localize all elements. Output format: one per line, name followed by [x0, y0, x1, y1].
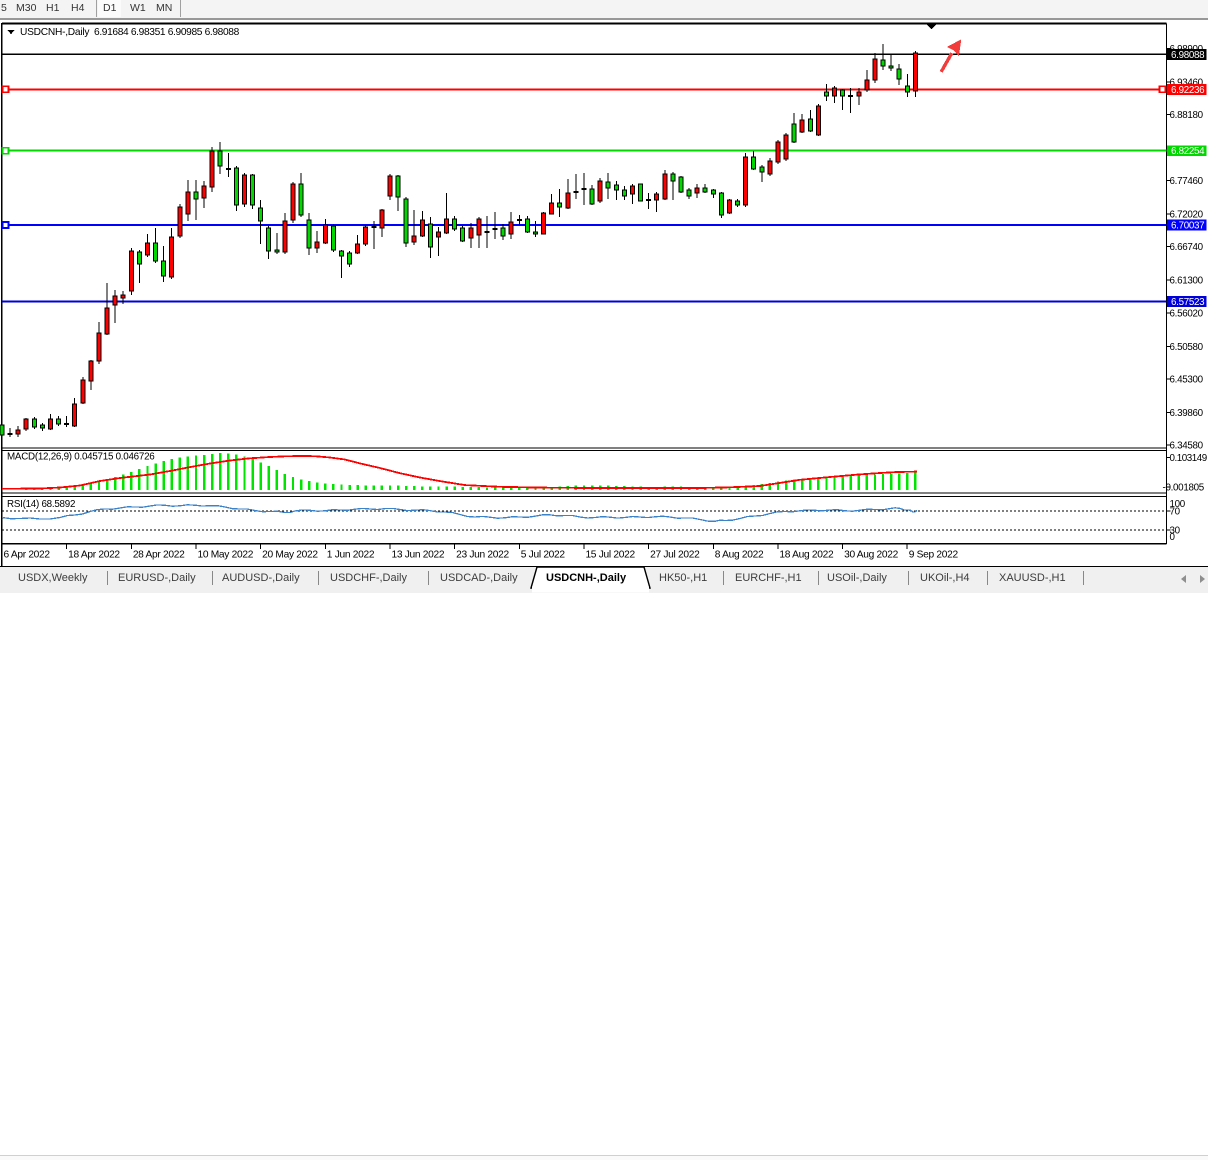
- svg-text:6.82254: 6.82254: [1171, 146, 1205, 157]
- svg-text:6 Apr 2022: 6 Apr 2022: [4, 550, 51, 561]
- svg-text:0: 0: [1170, 532, 1176, 543]
- svg-text:20 May 2022: 20 May 2022: [262, 550, 318, 561]
- svg-text:RSI(14) 68.5892: RSI(14) 68.5892: [7, 499, 75, 510]
- svg-text:-0.001805: -0.001805: [1163, 483, 1205, 494]
- svg-text:6.45300: 6.45300: [1170, 374, 1204, 385]
- svg-text:6.77460: 6.77460: [1170, 176, 1204, 187]
- svg-text:18 Apr 2022: 18 Apr 2022: [68, 550, 120, 561]
- svg-text:6.34580: 6.34580: [1170, 441, 1204, 452]
- svg-text:6.72020: 6.72020: [1170, 210, 1204, 221]
- svg-text:30: 30: [1170, 525, 1181, 536]
- svg-text:6.70037: 6.70037: [1171, 220, 1204, 231]
- svg-text:6.92236: 6.92236: [1171, 85, 1205, 96]
- svg-text:6.56020: 6.56020: [1170, 308, 1204, 319]
- svg-text:0.103149: 0.103149: [1170, 453, 1207, 464]
- svg-text:6.61300: 6.61300: [1170, 276, 1204, 287]
- svg-text:6.98088: 6.98088: [1171, 50, 1205, 61]
- svg-text:70: 70: [1170, 507, 1181, 518]
- svg-text:5 Jul 2022: 5 Jul 2022: [521, 550, 566, 561]
- svg-text:1 Jun 2022: 1 Jun 2022: [327, 550, 375, 561]
- svg-text:23 Jun 2022: 23 Jun 2022: [456, 550, 509, 561]
- svg-text:10 May 2022: 10 May 2022: [197, 550, 253, 561]
- svg-text:100: 100: [1170, 499, 1186, 510]
- svg-text:6.50580: 6.50580: [1170, 342, 1204, 353]
- svg-text:13 Jun 2022: 13 Jun 2022: [391, 550, 444, 561]
- svg-text:6.88180: 6.88180: [1170, 110, 1204, 121]
- svg-text:9 Sep 2022: 9 Sep 2022: [909, 550, 959, 561]
- svg-text:18 Aug 2022: 18 Aug 2022: [779, 550, 834, 561]
- svg-text:15 Jul 2022: 15 Jul 2022: [585, 550, 635, 561]
- svg-text:30 Aug 2022: 30 Aug 2022: [844, 550, 899, 561]
- svg-text:6.66740: 6.66740: [1170, 242, 1204, 253]
- svg-text:MACD(12,26,9) 0.045715 0.04672: MACD(12,26,9) 0.045715 0.046726: [7, 452, 155, 463]
- svg-text:6.57523: 6.57523: [1171, 297, 1205, 308]
- svg-text:28 Apr 2022: 28 Apr 2022: [133, 550, 185, 561]
- svg-text:6.93460: 6.93460: [1170, 77, 1204, 88]
- svg-text:27 Jul 2022: 27 Jul 2022: [650, 550, 700, 561]
- svg-text:6.39860: 6.39860: [1170, 408, 1204, 419]
- svg-text:USDCNH-,Daily: USDCNH-,Daily: [20, 27, 90, 38]
- svg-text:6.91684 6.98351 6.90985 6.9808: 6.91684 6.98351 6.90985 6.98088: [94, 27, 240, 38]
- svg-text:8 Aug 2022: 8 Aug 2022: [715, 550, 764, 561]
